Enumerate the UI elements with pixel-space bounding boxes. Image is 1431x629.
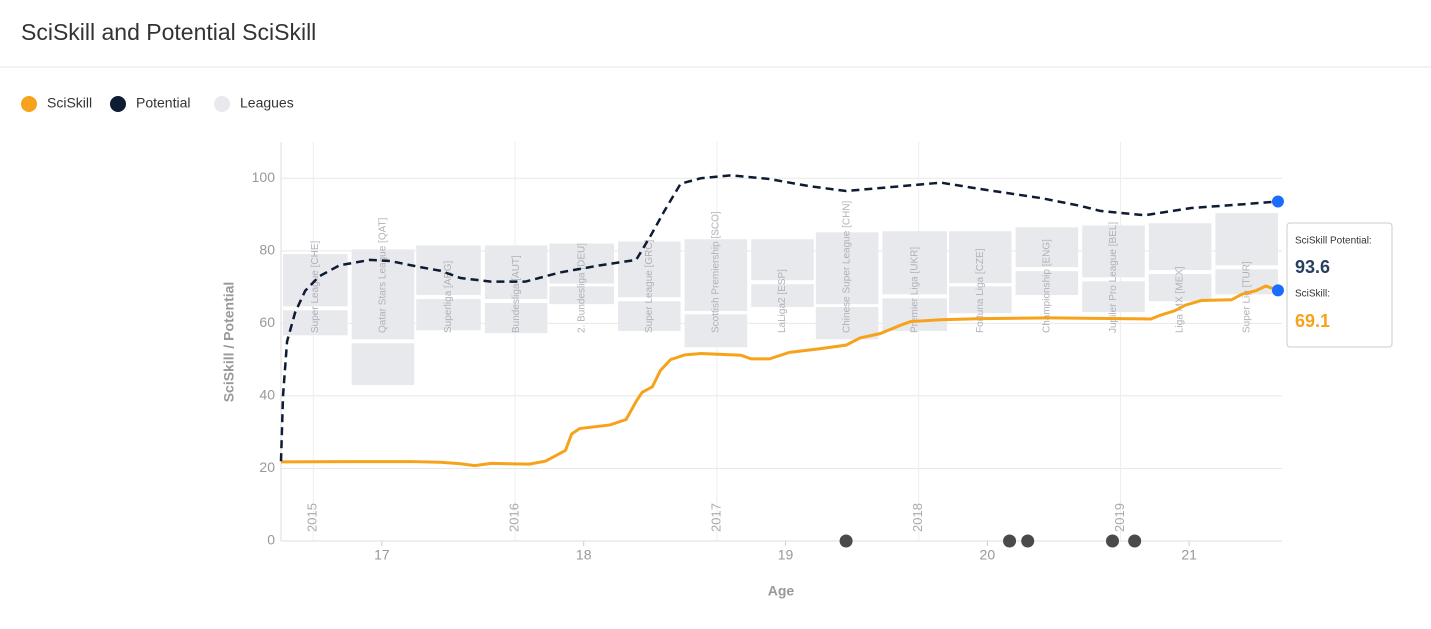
- league-label: Super League [GRC]: [644, 239, 655, 333]
- y-tick-label: 100: [252, 169, 276, 185]
- tooltip-label: SciSkill Potential:: [1295, 236, 1372, 247]
- league-label: Bundesliga [AUT]: [511, 255, 522, 333]
- league-label: Liga MX [MEX]: [1175, 266, 1186, 333]
- league-box: [416, 245, 481, 296]
- legend-swatch[interactable]: [214, 96, 230, 112]
- league-box: [1082, 225, 1145, 278]
- league-box: [1148, 223, 1212, 271]
- league-box: [815, 307, 879, 340]
- legend-swatch[interactable]: [21, 96, 37, 112]
- league-box: [751, 284, 814, 308]
- league-label: Fortuna Liga [CZE]: [975, 248, 986, 333]
- legend-swatch[interactable]: [110, 96, 126, 112]
- league-box: [1015, 271, 1079, 296]
- league-box: [1215, 269, 1278, 295]
- league-box: [751, 239, 814, 281]
- year-label: 2016: [507, 503, 522, 532]
- plot: 0 20 40 60 80 100 17 18 19 20 21 2015 2016 2017 2018 20…: [252, 142, 1284, 563]
- league-box: [1215, 213, 1278, 266]
- year-label: 2019: [1112, 503, 1127, 532]
- league-box: [416, 299, 481, 331]
- league-box: [351, 249, 415, 340]
- series-line: [279, 174, 1279, 462]
- y-axis-label: SciSkill / Potential: [221, 282, 237, 403]
- tooltip-label: SciSkill:: [1295, 289, 1330, 300]
- league-box: [684, 239, 748, 312]
- league-label: Superliga [ARG]: [443, 261, 454, 333]
- event-dot: [1003, 534, 1017, 548]
- league-box: [815, 232, 879, 305]
- league-box: [351, 343, 415, 386]
- league-label: Super Lig [TUR]: [1241, 261, 1252, 333]
- league-box: [618, 301, 681, 331]
- league-label: Scottish Premiership [SCO]: [711, 211, 722, 333]
- y-tick-label: 80: [259, 242, 275, 258]
- y-tick-label: 0: [267, 532, 275, 548]
- tooltip-value: 93.6: [1295, 257, 1330, 277]
- league-box: [1015, 227, 1079, 268]
- league-box: [949, 231, 1012, 284]
- x-axis-label: Age: [768, 583, 795, 599]
- year-label: 2017: [708, 503, 723, 532]
- league-box: [484, 245, 548, 300]
- league-label: Premier Liga [UKR]: [909, 247, 920, 333]
- y-tick-label: 40: [259, 387, 275, 403]
- y-tick-label: 20: [259, 459, 275, 475]
- series-line: [280, 284, 1279, 468]
- x-tick-label: 20: [980, 547, 996, 563]
- league-label: Chinese Super League [CHN]: [842, 200, 853, 333]
- league-label: Championship [ENG]: [1042, 239, 1053, 333]
- event-dot: [1128, 534, 1142, 548]
- event-dot: [1021, 534, 1035, 548]
- x-tick-label: 21: [1181, 547, 1197, 563]
- league-box: [549, 243, 614, 284]
- league-box: [549, 286, 614, 305]
- league-box: [949, 286, 1012, 314]
- x-tick-label: 17: [374, 547, 390, 563]
- year-label: 2018: [910, 503, 925, 532]
- title: SciSkill and Potential SciSkill: [21, 19, 316, 45]
- tooltip-value: 69.1: [1295, 311, 1330, 331]
- hover-dot: [1271, 195, 1284, 208]
- year-label: 2015: [305, 503, 320, 532]
- league-box: [882, 298, 947, 331]
- league-box: [1148, 274, 1212, 302]
- league-box: [1082, 281, 1145, 313]
- league-label: Super League [CHE]: [310, 240, 321, 333]
- event-dot: [839, 534, 853, 548]
- hover-dot: [1271, 284, 1284, 297]
- league-label: Jupiler Pro League [BEL]: [1108, 222, 1119, 333]
- league-box: [684, 314, 748, 348]
- league-label: LaLiga2 [ESP]: [777, 269, 788, 333]
- legend-label[interactable]: Leagues: [240, 95, 294, 111]
- league-label: Qatar Stars League [QAT]: [378, 217, 389, 333]
- legend-label[interactable]: Potential: [136, 95, 190, 111]
- event-dot: [1105, 534, 1119, 548]
- x-tick-label: 19: [778, 547, 794, 563]
- legend-label[interactable]: SciSkill: [47, 95, 92, 111]
- tooltip: [1286, 222, 1393, 348]
- x-tick-label: 18: [576, 547, 592, 563]
- league-box: [618, 241, 681, 298]
- league-box: [882, 231, 947, 295]
- y-tick-label: 60: [259, 314, 275, 330]
- league-box: [484, 303, 548, 334]
- league-label: 2. Bundesliga [DEU]: [576, 243, 587, 333]
